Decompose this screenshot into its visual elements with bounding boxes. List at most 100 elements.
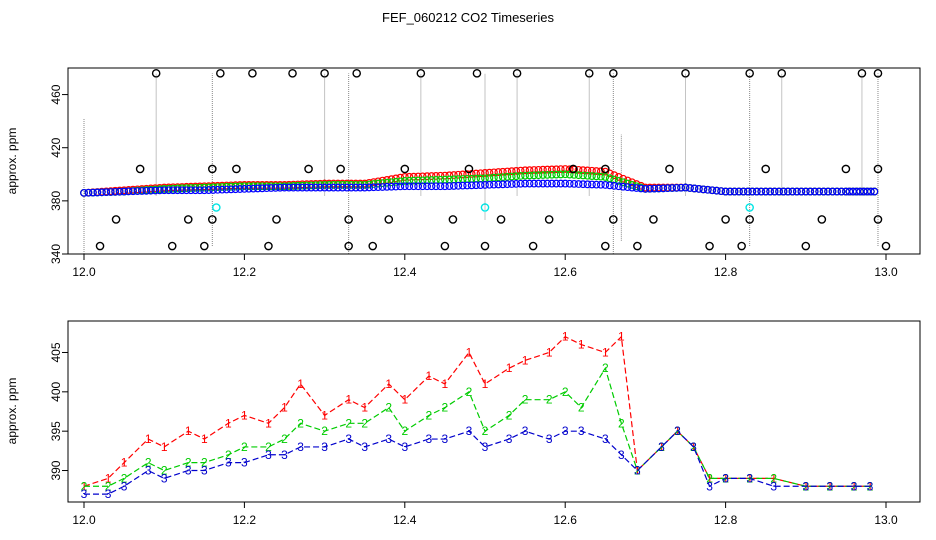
- bottom-point-label-3: 3: [426, 432, 433, 446]
- top-point-cyan: [745, 203, 754, 212]
- top-point-blue: [302, 183, 311, 192]
- top-point-blue: [432, 182, 440, 191]
- bottom-point-label-2: 2: [225, 448, 232, 462]
- top-point-blue: [779, 187, 788, 196]
- top-point-blue: [498, 180, 507, 189]
- top-point-blue: [632, 184, 641, 192]
- top-point-green: [614, 177, 623, 185]
- top-point-green: [521, 171, 529, 180]
- top-point-blue: [592, 180, 601, 189]
- bottom-point-label-3: 3: [770, 479, 777, 493]
- bottom-point-label-1: 1: [658, 440, 665, 454]
- top-point-red: [521, 166, 529, 175]
- bottom-point-label-3: 3: [602, 432, 609, 446]
- top-point-blue: [418, 182, 427, 191]
- bottom-point-label-3: 3: [634, 464, 641, 478]
- bottom-point-label-3: 3: [241, 456, 248, 470]
- bottom-plot-frame: [67, 320, 921, 503]
- top-drop-lines: [83, 73, 879, 254]
- bottom-point-label-2: 2: [185, 456, 192, 470]
- top-point-red: [539, 165, 547, 174]
- top-point-blue: [164, 186, 173, 195]
- bottom-point-label-2: 2: [161, 464, 168, 478]
- top-point-blue: [178, 186, 186, 195]
- top-point-red: [449, 171, 458, 179]
- bottom-point-label-1: 1: [241, 408, 248, 422]
- top-point-blue: [837, 187, 846, 196]
- bottom-point-label-3: 3: [690, 440, 697, 454]
- top-point-black: [528, 241, 538, 251]
- top-point-green: [530, 171, 538, 180]
- top-point-red: [516, 166, 525, 175]
- top-point-green: [534, 171, 543, 180]
- top-point-blue: [307, 183, 316, 192]
- bottom-point-label-2: 2: [522, 393, 529, 407]
- top-point-blue: [815, 187, 824, 196]
- top-point-black: [336, 164, 345, 174]
- bottom-point-label-3: 3: [145, 464, 152, 478]
- top-point-green: [195, 183, 204, 192]
- bottom-point-label-1: 1: [618, 330, 625, 344]
- top-point-black: [609, 69, 618, 78]
- bottom-point-label-3: 3: [161, 471, 168, 485]
- top-point-black: [857, 69, 867, 78]
- bottom-point-label-1: 1: [401, 393, 408, 407]
- bottom-point-label-1: 1: [281, 401, 288, 415]
- top-point-blue: [423, 182, 431, 191]
- figure-title: FEF_060212 CO2 Timeseries: [382, 10, 554, 25]
- top-point-black: [167, 241, 177, 251]
- top-point-red: [436, 171, 445, 180]
- top-point-green: [579, 171, 587, 180]
- top-axes: 12.0 12.2 12.4 12.6 12.8 13.0 340 380 420 460: [49, 84, 898, 279]
- top-point-red: [579, 166, 587, 175]
- bottom-point-label-3: 3: [466, 424, 473, 438]
- bottom-point-label-1: 1: [562, 330, 569, 344]
- top-point-blue: [539, 179, 547, 188]
- top-point-blue: [311, 183, 320, 192]
- bottom-point-label-3: 3: [722, 471, 729, 485]
- bottom-point-label-2: 2: [674, 424, 681, 438]
- top-point-blue: [570, 179, 579, 188]
- bottom-point-label-3: 3: [297, 440, 304, 454]
- top-point-blue: [293, 183, 302, 192]
- top-point-blue: [726, 187, 734, 196]
- top-point-blue: [151, 186, 160, 195]
- top-point-black: [464, 164, 474, 174]
- top-point-blue: [490, 180, 498, 189]
- top-point-black: [480, 241, 490, 251]
- top-point-red: [543, 165, 552, 174]
- top-point-green: [414, 176, 423, 185]
- top-point-blue: [677, 183, 685, 192]
- top-point-red: [628, 178, 636, 187]
- top-point-black: [737, 241, 746, 251]
- top-point-red: [534, 165, 543, 174]
- top-point-blue: [427, 182, 436, 191]
- bottom-point-label-1: 1: [522, 353, 529, 367]
- bottom-point-label-1: 1: [105, 471, 112, 485]
- bottom-point-label-1: 1: [506, 361, 513, 375]
- top-point-green: [391, 177, 400, 186]
- top-point-blue: [761, 187, 770, 196]
- top-point-blue: [236, 185, 244, 193]
- top-y-tick-label: 420: [49, 137, 63, 157]
- top-point-green: [561, 170, 570, 179]
- bottom-point-label-3: 3: [706, 479, 713, 493]
- top-point-blue: [436, 182, 445, 191]
- top-point-red: [596, 167, 605, 176]
- top-point-blue: [735, 187, 743, 196]
- top-point-black: [344, 241, 353, 251]
- bottom-point-label-3: 3: [746, 471, 753, 485]
- top-point-black: [745, 69, 754, 78]
- top-point-blue: [619, 182, 628, 191]
- top-point-blue: [173, 186, 182, 195]
- top-point-blue: [748, 187, 757, 196]
- top-point-blue: [623, 183, 632, 192]
- top-point-blue: [810, 187, 819, 196]
- bottom-point-label-3: 3: [618, 448, 625, 462]
- top-point-red: [454, 170, 463, 179]
- top-x-tick-label: 12.0: [72, 265, 96, 279]
- top-point-green: [574, 171, 583, 180]
- top-point-blue: [824, 187, 832, 196]
- top-point-blue: [244, 184, 253, 193]
- top-point-red: [414, 172, 423, 181]
